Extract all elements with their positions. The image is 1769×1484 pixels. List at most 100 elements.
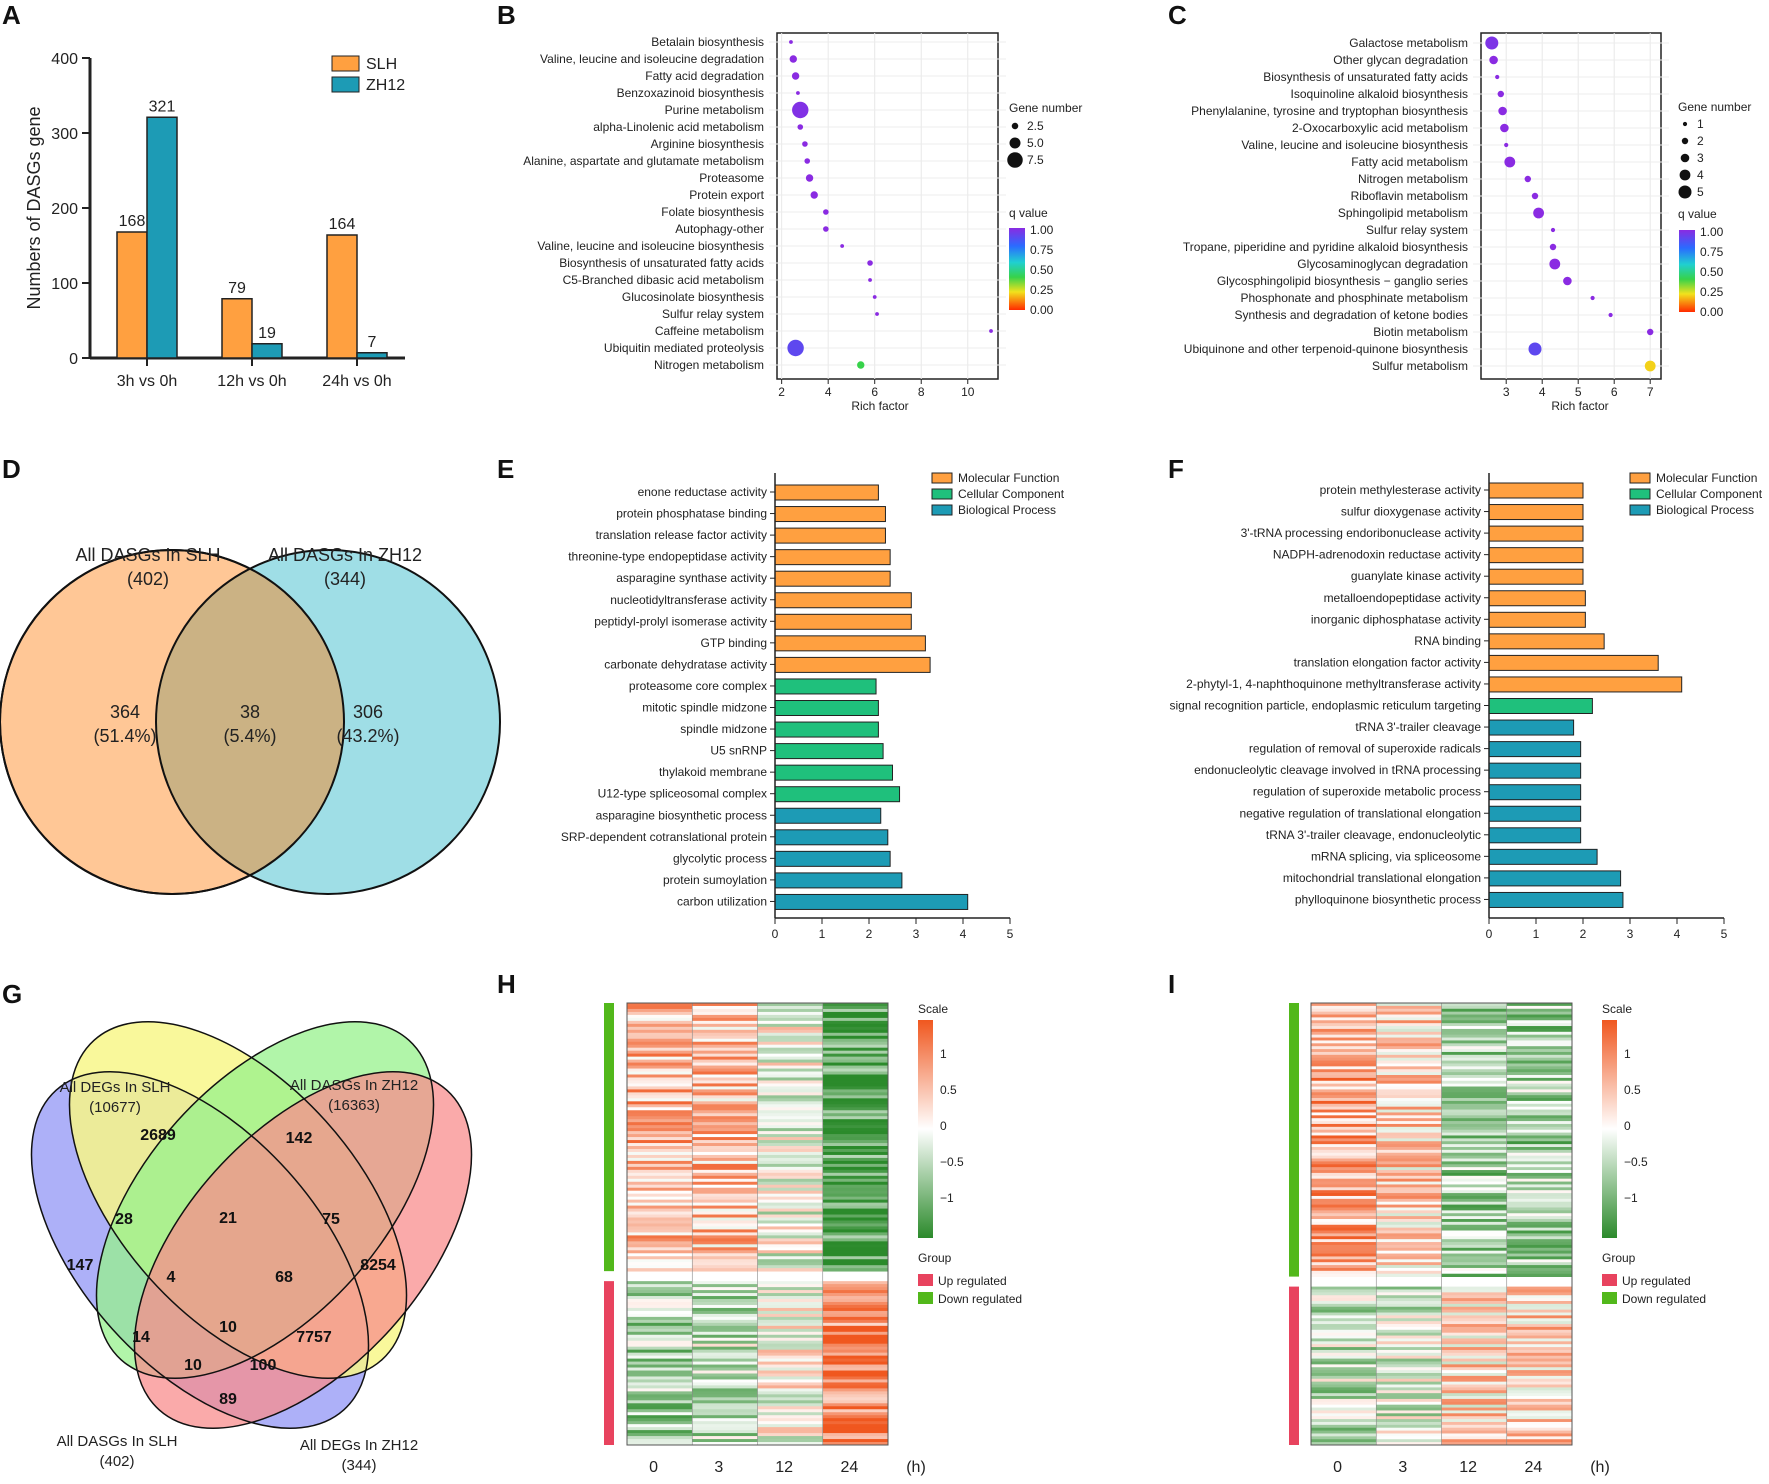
h-heatmap-cell xyxy=(692,1083,758,1087)
i-heatmap-cell xyxy=(1311,1338,1377,1342)
i-heatmap-cell xyxy=(1376,1138,1442,1142)
a-bar-value-label: 79 xyxy=(228,280,246,297)
i-heatmap-cell xyxy=(1506,1358,1573,1362)
h-heatmap-cell xyxy=(822,1259,889,1263)
c-term-label: Glycosphingolipid biosynthesis − ganglio… xyxy=(1217,274,1468,288)
h-heatmap-cell xyxy=(627,1343,693,1348)
h-heatmap-cell xyxy=(692,1427,758,1431)
h-heatmap-cell xyxy=(627,1355,693,1359)
h-heatmap-cell xyxy=(822,1172,889,1177)
i-heatmap-cell xyxy=(1441,1103,1508,1108)
i-heatmap-cell xyxy=(1506,1396,1573,1400)
i-heatmap-cell xyxy=(1311,1005,1377,1010)
i-heatmap-cell xyxy=(1506,1286,1573,1290)
h-heatmap-cell xyxy=(757,1029,824,1034)
e-x-tick-label: 3 xyxy=(913,927,920,941)
h-heatmap-cell xyxy=(692,1196,758,1201)
c-term-label: Biotin metabolism xyxy=(1373,325,1468,339)
h-heatmap-cell xyxy=(627,1253,693,1257)
i-heatmap-cell xyxy=(1441,1315,1508,1319)
i-heatmap-cell xyxy=(1441,1026,1508,1030)
h-heatmap-cell xyxy=(757,1418,824,1422)
i-heatmap-cell xyxy=(1376,1031,1442,1036)
i-heatmap-cell xyxy=(1311,1247,1377,1252)
e-legend-label: Molecular Function xyxy=(958,471,1059,485)
i-heatmap-cell xyxy=(1506,1115,1573,1119)
b-size-legend-label: 2.5 xyxy=(1027,119,1044,133)
i-heatmap-cell xyxy=(1376,1398,1442,1403)
c-bubble xyxy=(1549,258,1561,270)
h-heatmap-cell xyxy=(627,1092,693,1096)
h-heatmap-cell xyxy=(627,1436,693,1440)
i-heatmap-cell xyxy=(1506,1421,1573,1426)
i-heatmap-cell xyxy=(1441,1069,1508,1073)
i-group-bar-up xyxy=(1289,1286,1299,1445)
h-heatmap-cell xyxy=(627,1143,693,1147)
i-heatmap-cell xyxy=(1441,1149,1508,1154)
h-heatmap-cell xyxy=(757,1008,824,1013)
i-heatmap-cell xyxy=(1506,1338,1573,1342)
h-heatmap-cell xyxy=(757,1196,824,1201)
i-heatmap-cell xyxy=(1311,1069,1377,1073)
i-heatmap-cell xyxy=(1506,1152,1573,1157)
i-column-label: 12 xyxy=(1459,1459,1477,1476)
i-heatmap-cell xyxy=(1506,1256,1573,1260)
i-heatmap-cell xyxy=(1376,1421,1442,1426)
i-heatmap-cell xyxy=(1311,1057,1377,1061)
venn-d-right-title: All DASGs In ZH12 xyxy=(268,545,422,565)
h-heatmap-cell xyxy=(822,1430,889,1434)
b-x-axis-label: Rich factor xyxy=(851,399,908,413)
h-heatmap-cell xyxy=(757,1157,824,1162)
c-bubble xyxy=(1495,74,1500,80)
h-heatmap-cell xyxy=(692,1122,758,1126)
h-heatmap-cell xyxy=(822,1140,889,1144)
h-heatmap-cell xyxy=(627,1259,693,1263)
h-heatmap-cell xyxy=(627,1358,693,1362)
i-heatmap-cell xyxy=(1441,1250,1508,1254)
h-heatmap-cell xyxy=(822,1397,889,1401)
i-scale-tick-label: −1 xyxy=(1624,1191,1638,1205)
b-x-tick-label: 10 xyxy=(961,385,975,399)
h-heatmap-cell xyxy=(627,1284,693,1288)
h-heatmap-cell xyxy=(692,1296,758,1300)
i-heatmap-cell xyxy=(1506,1057,1573,1061)
c-size-legend-title: Gene number xyxy=(1678,100,1751,114)
i-heatmap-cell xyxy=(1506,1008,1573,1013)
a-legend-zh12: ZH12 xyxy=(366,77,405,94)
h-heatmap-cell xyxy=(627,1056,693,1061)
i-heatmap-cell xyxy=(1441,1309,1508,1313)
e-bar xyxy=(774,570,891,587)
i-heatmap-cell xyxy=(1441,1005,1508,1010)
i-heatmap-cell xyxy=(1376,1341,1442,1345)
f-bar xyxy=(1488,741,1582,758)
h-heatmap-cell xyxy=(757,1110,824,1114)
h-heatmap-cell xyxy=(692,1110,758,1114)
i-heatmap-cell xyxy=(1376,1023,1442,1027)
i-heatmap-cell xyxy=(1441,1347,1508,1351)
b-q-legend: q value 1.000.750.500.250.00 xyxy=(1009,206,1054,317)
h-heatmap-cell xyxy=(822,1151,889,1156)
c-bubble xyxy=(1524,175,1532,183)
h-heatmap-cell xyxy=(757,1092,824,1096)
h-heatmap-cell xyxy=(692,1044,758,1049)
c-bubble xyxy=(1533,207,1544,219)
c-size-legend-dot xyxy=(1678,185,1692,199)
i-heatmap-cell xyxy=(1441,1306,1508,1311)
bar-chart-dasg-numbers: Numbers of DASGs gene SLH ZH12 010020030… xyxy=(24,51,405,390)
i-heatmap-cell xyxy=(1441,1436,1508,1440)
c-q-legend-label: 0.75 xyxy=(1700,245,1724,259)
h-heatmap-cell xyxy=(627,1190,693,1195)
h-heatmap-cell xyxy=(757,1287,824,1291)
h-heatmap-cell xyxy=(692,1089,758,1093)
f-term-label: NADPH-adrenodoxin reductase activity xyxy=(1273,548,1481,562)
h-heatmap-cell xyxy=(822,1193,889,1198)
h-heatmap-cell xyxy=(692,1140,758,1144)
f-term-label: mitochondrial translational elongation xyxy=(1283,871,1481,885)
h-heatmap-cell xyxy=(822,1229,889,1233)
i-heatmap-cell xyxy=(1441,1247,1508,1252)
h-heatmap-cell xyxy=(692,1334,758,1339)
i-heatmap-cell xyxy=(1376,1118,1442,1122)
b-bubble xyxy=(802,141,808,147)
h-heatmap-cell xyxy=(822,1196,889,1201)
h-heatmap-cell xyxy=(692,1299,758,1303)
